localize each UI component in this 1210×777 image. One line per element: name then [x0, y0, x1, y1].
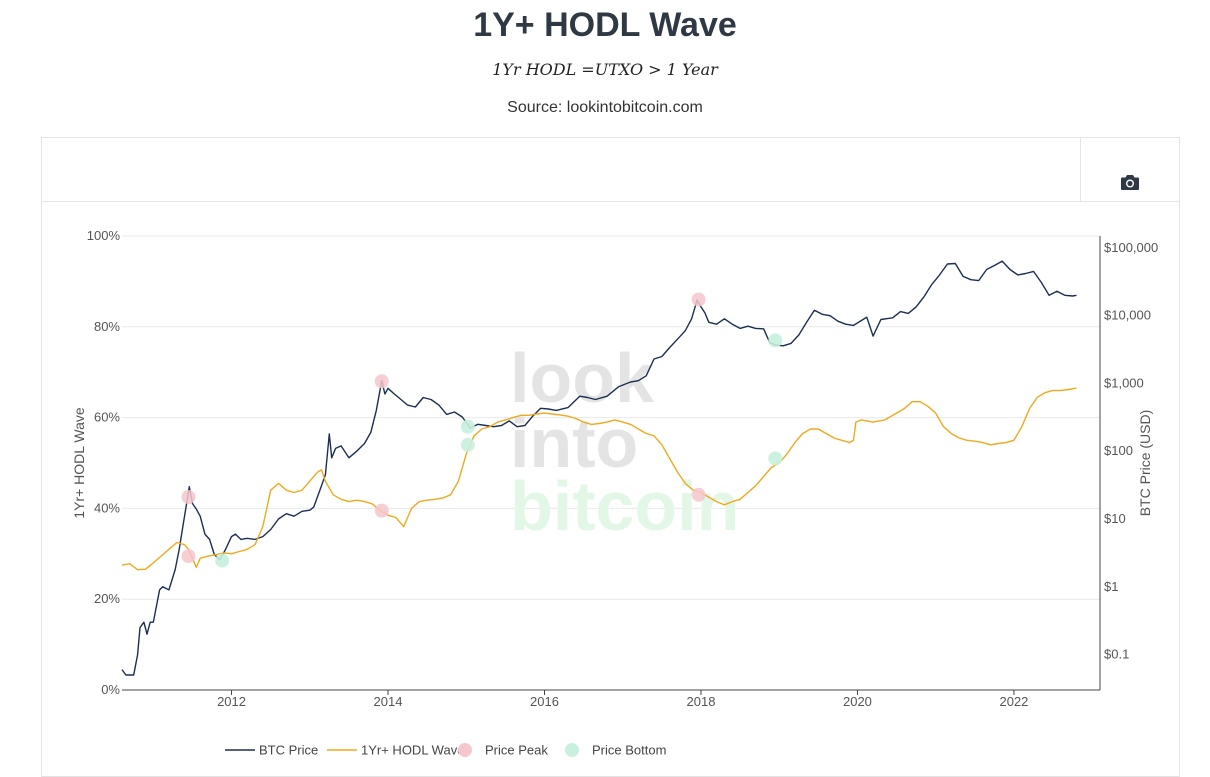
source-text: Source: lookintobitcoin.com: [0, 99, 1210, 117]
download-image-button[interactable]: [1080, 138, 1179, 201]
camera-icon: [1120, 174, 1140, 191]
page-title: 1Y+ HODL Wave: [0, 6, 1210, 45]
chart-toolbar: [42, 138, 1179, 202]
chart-panel: [41, 137, 1180, 777]
formula-subtitle: 1Yr HODL =UTXO > 1 Year: [0, 60, 1210, 79]
